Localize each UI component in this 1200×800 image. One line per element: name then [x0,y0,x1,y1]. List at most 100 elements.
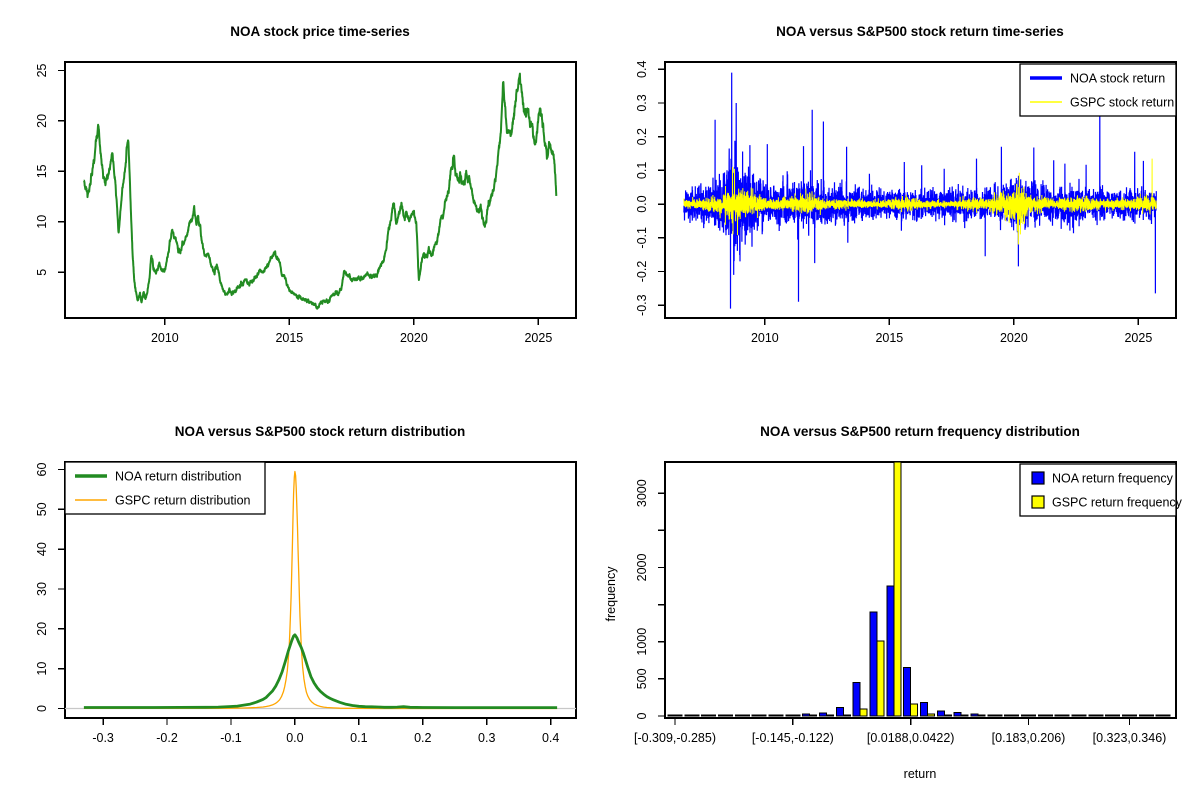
gspc-frequency-bar [842,714,851,717]
y-tick-label: 5 [35,269,49,276]
gspc-return-line [683,158,1157,245]
noa-frequency-bar [785,714,794,717]
y-tick-label: -0.3 [635,294,649,316]
x-tick-label: 2025 [1124,331,1152,345]
noa-frequency-bar [886,585,895,717]
gspc-frequency-bar [1061,714,1070,717]
chart-title-returns: NOA versus S&P500 stock return time-seri… [776,24,1064,39]
noa-frequency-bar [869,611,878,717]
plot-area-frequency: 0 500 1000 2000 3000 [-0.309,-0.285) [-0.145,-… [634,461,1183,745]
panel-return-timeseries: NOA versus S&P500 stock return time-seri… [635,24,1177,345]
y-tick-label: 50 [35,502,49,516]
gspc-frequency-bar [876,640,885,717]
y-tick-label: 10 [35,215,49,229]
y-tick-label: 20 [35,622,49,636]
y-tick-label: 2000 [635,554,649,582]
returns-legend-label: NOA stock return [1070,72,1165,86]
plot-box [664,61,1177,319]
y-tick-label: 10 [35,662,49,676]
gspc-frequency-bar [1129,714,1137,717]
x-tick-label: -0.1 [220,731,242,745]
y-tick-label: 3000 [635,479,649,507]
gspc-frequency-bar [674,714,683,717]
noa-frequency-bar [852,682,861,717]
x-tick-label: [0.183,0.206) [992,731,1066,745]
legend-box [64,461,266,515]
noa-frequency-bar [718,714,726,717]
gspc-frequency-bar [1028,714,1036,717]
gspc-frequency-bar [859,708,868,717]
y-tick-label: 20 [35,114,49,128]
noa-frequency-bar [701,714,710,717]
distribution-legend-label: GSPC return distribution [115,494,251,508]
plot-box [664,461,1177,719]
y-tick-label: 25 [35,63,49,77]
gspc-frequency-bar [1078,714,1087,717]
noa-frequency-bar [1088,714,1097,717]
gspc-frequency-bar [809,714,818,717]
plot-area-distribution: -0.3 -0.2 -0.1 0.0 0.1 0.2 0.3 0.4 0 10 20 30 40 50 60… [35,461,577,745]
x-tick-label: [-0.145,-0.122) [752,731,834,745]
x-tick-label: 0.0 [286,731,303,745]
plot-box [64,61,577,319]
y-axis-title-frequency: frequency [604,566,618,622]
gspc-frequency-bar [691,714,700,717]
x-tick-label: 2015 [875,331,903,345]
y-tick-label: 0.2 [635,128,649,145]
y-tick-label: -0.2 [635,261,649,283]
x-tick-label: 2020 [1000,331,1028,345]
noa-frequency-bar [1037,714,1046,717]
x-tick-label: [0.323,0.346) [1093,731,1167,745]
noa-frequency-bar [936,710,945,717]
chart-title-frequency: NOA versus S&P500 return frequency distr… [760,424,1080,439]
y-tick-label: 0.3 [635,94,649,111]
x-tick-label: 2010 [151,331,179,345]
y-tick-label: 500 [635,668,649,689]
y-tick-label: -0.1 [635,227,649,249]
noa-frequency-bar [1004,714,1013,717]
noa-frequency-bar [903,667,912,717]
noa-frequency-bar [920,702,928,717]
x-tick-label: 2025 [524,331,552,345]
gspc-frequency-bar [960,714,969,717]
y-tick-label: 1000 [635,628,649,656]
noa-frequency-bar [1105,714,1114,717]
x-tick-label: 0.3 [478,731,495,745]
noa-frequency-bar [1138,714,1147,717]
gspc-frequency-bar [775,714,784,717]
y-tick-label: 0 [35,705,49,712]
x-tick-label: 2010 [751,331,779,345]
gspc-density-line [83,470,558,710]
noa-frequency-bar [953,712,962,717]
legend-square-sample [1031,495,1045,509]
gspc-frequency-bar [1095,714,1104,717]
x-tick-label: 0.1 [350,731,367,745]
y-tick-label: 0.4 [635,61,649,78]
x-tick-label: -0.2 [156,731,178,745]
gspc-frequency-bar [826,714,834,717]
gspc-frequency-bar [1112,714,1121,717]
chart-title-distribution: NOA versus S&P500 stock return distribut… [175,424,466,439]
gspc-frequency-bar [708,714,717,717]
noa-frequency-bar [1054,714,1063,717]
y-tick-label: 0.0 [635,195,649,212]
y-tick-label: 15 [35,164,49,178]
plot-area-returns: 2010 2015 2020 2025 -0.3 -0.2 -0.1 0.0 0.1 0.2 0.3… [635,61,1177,345]
gspc-frequency-bar [1145,714,1154,717]
noa-frequency-bar [1071,714,1080,717]
x-tick-label: 0.2 [414,731,431,745]
gspc-frequency-bar [1011,714,1020,717]
legend-square-sample [1031,471,1045,485]
chart-title-price: NOA stock price time-series [230,24,410,39]
y-tick-label: 60 [35,462,49,476]
gspc-frequency-bar [927,713,935,717]
noa-frequency-bar [819,712,827,717]
noa-frequency-bar [835,706,844,717]
noa-frequency-bar [1021,714,1029,717]
gspc-frequency-bar [893,461,902,717]
noa-frequency-bar [667,714,676,717]
x-tick-label: [-0.309,-0.285) [634,731,716,745]
noa-density-line [83,633,558,710]
gspc-frequency-bar [741,714,750,717]
